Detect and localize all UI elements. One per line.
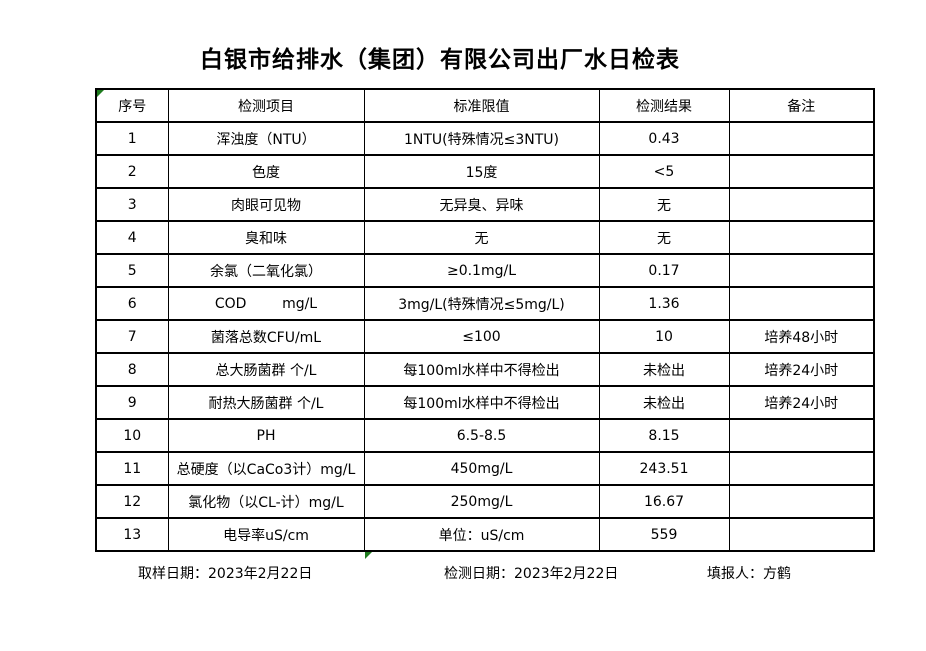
footer: 取样日期：2023年2月22日 检测日期：2023年2月22日 填报人：方鹤: [0, 563, 926, 583]
cell-standard-limit[interactable]: ≥0.1mg/L: [363, 253, 600, 288]
column-header-standard-limit[interactable]: 标准限值: [363, 88, 600, 123]
cell-standard-limit[interactable]: 3mg/L(特殊情况≤5mg/L): [363, 286, 600, 321]
cell-row-number[interactable]: 1: [95, 121, 169, 156]
cell-remark[interactable]: [728, 121, 875, 156]
test-date-label: 检测日期：2023年2月22日: [444, 566, 619, 582]
table-row: 2 色度 15度 <5: [95, 154, 875, 189]
cell-test-item[interactable]: 菌落总数CFU/mL: [167, 319, 365, 354]
cell-test-item[interactable]: 氯化物（以CL-计）mg/L: [167, 484, 365, 519]
cell-standard-limit[interactable]: 6.5-8.5: [363, 418, 600, 453]
table-row: 7 菌落总数CFU/mL ≤100 10 培养48小时: [95, 319, 875, 354]
table-row: 11 总硬度（以CaCo3计）mg/L 450mg/L 243.51: [95, 451, 875, 486]
cell-test-item[interactable]: 总硬度（以CaCo3计）mg/L: [167, 451, 365, 486]
cell-row-number[interactable]: 10: [95, 418, 169, 453]
cell-test-item[interactable]: 总大肠菌群 个/L: [167, 352, 365, 387]
table-row: 8 总大肠菌群 个/L 每100ml水样中不得检出 未检出 培养24小时: [95, 352, 875, 387]
cell-remark[interactable]: [728, 484, 875, 519]
cell-row-number[interactable]: 3: [95, 187, 169, 222]
table-row: 5 余氯（二氧化氯） ≥0.1mg/L 0.17: [95, 253, 875, 288]
cell-remark[interactable]: [728, 253, 875, 288]
cell-test-item[interactable]: 色度: [167, 154, 365, 189]
cell-test-result[interactable]: 无: [598, 187, 730, 222]
cell-remark[interactable]: [728, 517, 875, 552]
cell-row-number[interactable]: 12: [95, 484, 169, 519]
cell-test-result[interactable]: 10: [598, 319, 730, 354]
inspection-table: 序号 检测项目 标准限值 检测结果 备注 1 浑浊度（NTU） 1NTU(特殊情…: [95, 88, 875, 552]
cell-test-item[interactable]: 余氯（二氧化氯）: [167, 253, 365, 288]
reporter-label: 填报人：方鹤: [707, 566, 791, 582]
cell-remark[interactable]: 培养24小时: [728, 352, 875, 387]
cell-test-result[interactable]: 243.51: [598, 451, 730, 486]
cell-standard-limit[interactable]: 250mg/L: [363, 484, 600, 519]
cell-row-number[interactable]: 7: [95, 319, 169, 354]
cell-row-number[interactable]: 2: [95, 154, 169, 189]
table-row: 10 PH 6.5-8.5 8.15: [95, 418, 875, 453]
cell-row-number[interactable]: 4: [95, 220, 169, 255]
cell-test-item[interactable]: COD mg/L: [167, 286, 365, 321]
cell-test-result[interactable]: 0.43: [598, 121, 730, 156]
cell-standard-limit[interactable]: 450mg/L: [363, 451, 600, 486]
column-header-row-number[interactable]: 序号: [95, 88, 169, 123]
table-row: 3 肉眼可见物 无异臭、异味 无: [95, 187, 875, 222]
cell-row-number[interactable]: 13: [95, 517, 169, 552]
table-row: 6 COD mg/L 3mg/L(特殊情况≤5mg/L) 1.36: [95, 286, 875, 321]
table-row: 4 臭和味 无 无: [95, 220, 875, 255]
cell-test-result[interactable]: 1.36: [598, 286, 730, 321]
cell-remark[interactable]: 培养48小时: [728, 319, 875, 354]
column-header-test-item[interactable]: 检测项目: [167, 88, 365, 123]
cell-remark[interactable]: 培养24小时: [728, 385, 875, 420]
cell-row-number[interactable]: 6: [95, 286, 169, 321]
cell-row-number[interactable]: 9: [95, 385, 169, 420]
cell-standard-limit[interactable]: 每100ml水样中不得检出: [363, 352, 600, 387]
cell-standard-limit[interactable]: 无异臭、异味: [363, 187, 600, 222]
column-header-test-result[interactable]: 检测结果: [598, 88, 730, 123]
excel-error-indicator-icon: [97, 90, 104, 97]
cell-test-result[interactable]: 16.67: [598, 484, 730, 519]
cell-test-item[interactable]: 肉眼可见物: [167, 187, 365, 222]
table-header: 序号 检测项目 标准限值 检测结果 备注: [95, 88, 875, 123]
cell-standard-limit[interactable]: 无: [363, 220, 600, 255]
cell-test-item[interactable]: PH: [167, 418, 365, 453]
cell-test-result[interactable]: 0.17: [598, 253, 730, 288]
sampling-date-label: 取样日期：2023年2月22日: [138, 566, 313, 582]
cell-row-number[interactable]: 11: [95, 451, 169, 486]
header-row: 序号 检测项目 标准限值 检测结果 备注: [95, 88, 875, 123]
cell-standard-limit[interactable]: 15度: [363, 154, 600, 189]
excel-error-indicator-icon: [365, 552, 372, 559]
cell-standard-limit[interactable]: 每100ml水样中不得检出: [363, 385, 600, 420]
cell-test-item[interactable]: 浑浊度（NTU）: [167, 121, 365, 156]
cell-remark[interactable]: [728, 220, 875, 255]
table-row: 12 氯化物（以CL-计）mg/L 250mg/L 16.67: [95, 484, 875, 519]
cell-test-result[interactable]: 未检出: [598, 352, 730, 387]
cell-test-result[interactable]: 未检出: [598, 385, 730, 420]
cell-remark[interactable]: [728, 187, 875, 222]
cell-row-number[interactable]: 8: [95, 352, 169, 387]
cell-test-item[interactable]: 耐热大肠菌群 个/L: [167, 385, 365, 420]
cell-test-result[interactable]: 无: [598, 220, 730, 255]
cell-remark[interactable]: [728, 418, 875, 453]
page-title: 白银市给排水（集团）有限公司出厂水日检表: [200, 47, 680, 73]
table-row: 9 耐热大肠菌群 个/L 每100ml水样中不得检出 未检出 培养24小时: [95, 385, 875, 420]
cell-remark[interactable]: [728, 451, 875, 486]
cell-standard-limit[interactable]: 单位：uS/cm: [363, 517, 600, 552]
cell-remark[interactable]: [728, 154, 875, 189]
table-body: 1 浑浊度（NTU） 1NTU(特殊情况≤3NTU) 0.43 2 色度 15度…: [95, 121, 875, 552]
cell-test-item[interactable]: 电导率uS/cm: [167, 517, 365, 552]
cell-standard-limit[interactable]: ≤100: [363, 319, 600, 354]
cell-test-result[interactable]: <5: [598, 154, 730, 189]
cell-test-result[interactable]: 559: [598, 517, 730, 552]
cell-test-result[interactable]: 8.15: [598, 418, 730, 453]
column-header-remark[interactable]: 备注: [728, 88, 875, 123]
cell-remark[interactable]: [728, 286, 875, 321]
table-row: 1 浑浊度（NTU） 1NTU(特殊情况≤3NTU) 0.43: [95, 121, 875, 156]
cell-test-item[interactable]: 臭和味: [167, 220, 365, 255]
table-row: 13 电导率uS/cm 单位：uS/cm 559: [95, 517, 875, 552]
cell-row-number[interactable]: 5: [95, 253, 169, 288]
cell-standard-limit[interactable]: 1NTU(特殊情况≤3NTU): [363, 121, 600, 156]
